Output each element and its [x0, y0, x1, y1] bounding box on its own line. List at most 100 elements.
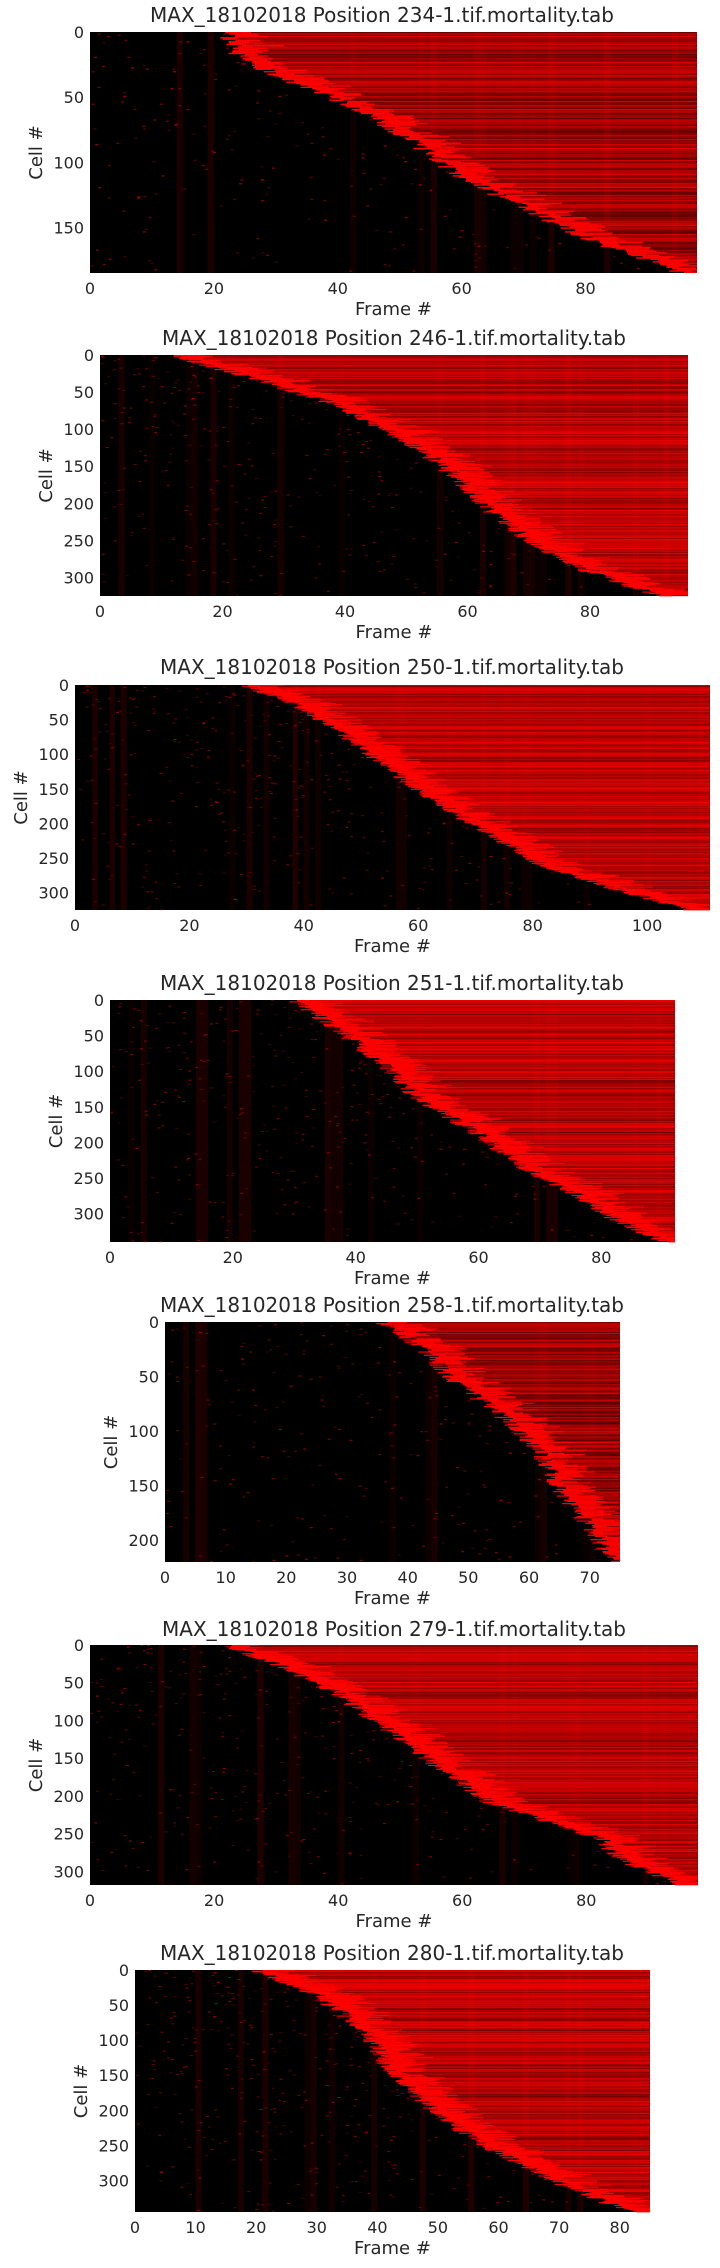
heatmap-speck: [159, 772, 163, 774]
heatmap-speck: [450, 842, 454, 844]
heatmap-onset: [560, 871, 578, 873]
heatmap-speck: [195, 1184, 199, 1186]
heatmap-speck: [494, 1216, 498, 1218]
heatmap-speck: [180, 1728, 184, 1730]
heatmap-speck: [122, 407, 126, 409]
heatmap-onset: [276, 1661, 306, 1663]
heatmap-speck: [243, 720, 247, 722]
heatmap-onset: [326, 723, 351, 725]
heatmap-onset: [581, 1196, 597, 1198]
heatmap-row: [546, 1473, 620, 1475]
heatmap-onset: [409, 1080, 441, 1082]
heatmap-speck: [258, 1660, 262, 1662]
heatmap-row: [450, 1119, 675, 1121]
heatmap-row: [357, 418, 688, 420]
heatmap-onset: [458, 812, 490, 814]
heatmap-speck: [402, 244, 405, 246]
heatmap-speck: [341, 1086, 345, 1088]
heatmap-onset: [493, 1145, 531, 1147]
heatmap-onset: [503, 1421, 516, 1423]
heatmap-row: [500, 196, 697, 198]
heatmap-speck: [202, 1757, 206, 1759]
heatmap-onset: [538, 1175, 570, 1177]
heatmap-row: [379, 1724, 698, 1726]
heatmap-onset: [576, 1509, 605, 1511]
heatmap-speck: [489, 856, 493, 857]
heatmap-row: [396, 431, 688, 433]
heatmap-onset: [405, 775, 427, 777]
heatmap-speck: [182, 1693, 186, 1695]
heatmap-speck: [140, 1064, 144, 1066]
heatmap-onset: [491, 1149, 531, 1151]
heatmap-row: [479, 506, 688, 508]
heatmap-speck: [273, 524, 277, 526]
heatmap-column: [535, 1322, 542, 1562]
heatmap-onset: [342, 408, 366, 410]
heatmap-speck: [249, 579, 253, 581]
heatmap-row: [418, 1745, 698, 1747]
heatmap-onset: [281, 700, 302, 702]
heatmap-speck: [490, 1226, 494, 1228]
heatmap-row: [443, 1375, 620, 1377]
heatmap-row: [263, 689, 710, 691]
heatmap-row: [427, 146, 697, 148]
heatmap-row: [565, 1487, 620, 1489]
heatmap-row: [470, 481, 688, 483]
heatmap-speck: [263, 1409, 267, 1411]
heatmap-row: [406, 138, 697, 141]
heatmap-onset: [343, 729, 362, 731]
x-axis-label: Frame #: [356, 622, 433, 643]
heatmap-cells: [165, 1322, 621, 1562]
heatmap-speck: [274, 490, 278, 492]
heatmap-row: [380, 763, 710, 765]
heatmap-speck: [222, 1698, 226, 1700]
heatmap-onset: [377, 424, 391, 425]
heatmap-speck: [200, 748, 204, 749]
heatmap-row: [535, 1171, 675, 1173]
heatmap-row: [341, 738, 710, 740]
heatmap-onset: [473, 1126, 487, 1128]
heatmap-onset: [362, 745, 396, 747]
heatmap-row: [390, 1069, 675, 1070]
heatmap-speck: [417, 907, 420, 909]
heatmap-row: [476, 1792, 698, 1794]
heatmap-onset: [474, 492, 502, 494]
heatmap-onset: [188, 359, 207, 361]
heatmap-row: [362, 746, 710, 748]
heatmap-speck: [298, 721, 302, 723]
heatmap-speck: [286, 1179, 290, 1181]
heatmap-row: [422, 1104, 675, 1106]
heatmap-onset: [441, 807, 455, 809]
heatmap-onset: [427, 1101, 459, 1103]
heatmap-row: [304, 1007, 675, 1009]
heatmap-onset: [381, 120, 420, 122]
heatmap-onset: [589, 1202, 626, 1204]
heatmap-row: [411, 1084, 675, 1086]
heatmap-onset: [340, 403, 355, 405]
heatmap-onset: [238, 46, 252, 48]
heatmap-row: [472, 822, 710, 824]
heatmap-row: [567, 1186, 675, 1188]
heatmap-speck: [525, 244, 529, 246]
heatmap-speck: [82, 691, 86, 693]
y-tick-label: 300: [38, 884, 69, 903]
heatmap-speck: [122, 1217, 125, 1219]
heatmap-speck: [237, 1389, 240, 1391]
heatmap-speck: [394, 529, 398, 531]
heatmap-onset: [313, 718, 333, 720]
heatmap-speck: [566, 883, 570, 885]
heatmap-row: [327, 1016, 675, 1018]
heatmap-onset: [555, 1478, 573, 1480]
heatmap-speck: [274, 261, 278, 263]
heatmap-onset: [277, 698, 293, 700]
heatmap-speck: [182, 1101, 185, 1103]
heatmap-row: [518, 1425, 620, 1427]
heatmap-onset: [407, 1744, 428, 1746]
heatmap-speck: [554, 1544, 558, 1546]
heatmap-onset: [538, 860, 558, 862]
heatmap-row: [411, 786, 710, 788]
heatmap-onset: [575, 1502, 607, 1504]
heatmap-onset: [449, 1114, 479, 1116]
heatmap-row: [516, 1155, 675, 1157]
heatmap-row: [458, 1783, 698, 1785]
